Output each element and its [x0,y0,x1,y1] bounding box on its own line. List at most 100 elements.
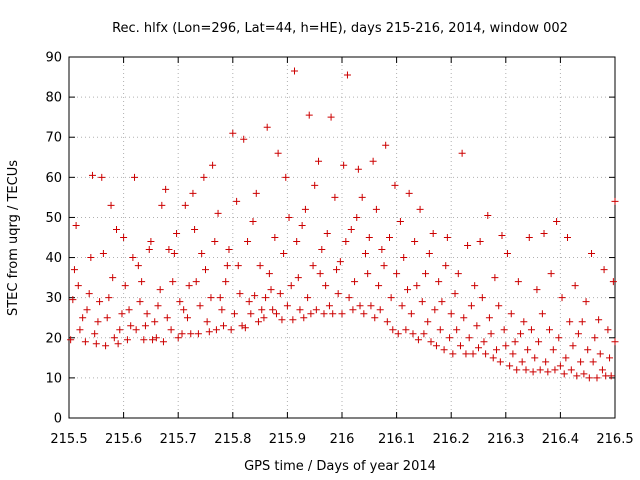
data-point-marker [478,294,486,302]
data-point-marker [162,185,170,193]
data-point-marker [402,326,410,334]
data-point-marker [604,326,612,334]
x-tick-label: 216.5 [596,432,633,447]
data-point-marker [159,338,167,346]
data-point-marker [542,358,550,366]
data-point-marker [263,123,271,131]
data-point-marker [556,362,564,370]
data-point-marker [202,266,209,274]
data-point-marker [170,250,178,258]
data-point-marker [214,209,222,217]
data-point-marker [427,338,435,346]
data-point-marker [436,326,444,334]
data-point-marker [432,342,440,350]
data-point-marker [315,157,323,165]
data-point-marker [413,282,421,290]
data-point-marker [347,225,355,233]
data-point-marker [382,141,390,149]
data-point-marker [574,330,582,338]
data-point-marker [518,358,526,366]
data-point-marker [223,262,231,270]
data-point-marker [529,368,537,376]
data-point-marker [265,270,273,278]
data-point-marker [88,171,96,179]
data-point-marker [165,246,173,254]
data-point-marker [360,310,368,318]
data-point-marker [422,270,430,278]
data-point-marker [245,298,253,306]
data-point-marker [498,231,506,239]
data-point-marker [325,302,333,310]
data-point-marker [200,173,208,181]
data-point-marker [300,314,308,322]
data-point-marker [327,113,335,121]
data-point-marker [207,294,215,302]
data-point-marker [320,310,328,318]
data-point-marker [147,238,155,246]
data-point-marker [393,270,401,278]
data-point-marker [547,270,555,278]
data-point-marker [272,310,280,318]
data-point-marker [225,246,233,254]
y-tick-label: 30 [45,291,62,306]
data-point-marker [443,234,451,241]
data-point-marker [322,282,330,290]
data-point-marker [582,298,590,306]
data-point-marker [416,205,424,213]
data-point-marker [121,282,129,290]
axis-ticks: 0 10 20 30 40 50 60 70 80 90 215.5 215.6 215.7 215.8 2… [45,51,633,448]
y-tick-label: 20 [45,331,62,346]
y-tick-label: 90 [45,51,62,66]
data-point-marker [92,340,100,348]
data-point-marker [141,322,149,330]
x-tick-label: 216.3 [487,432,524,447]
data-point-marker [573,372,581,380]
data-point-marker [244,238,252,246]
data-point-marker [405,189,413,197]
data-point-marker [98,173,106,181]
data-point-marker [91,330,99,338]
data-point-marker [462,350,470,358]
data-point-marker [351,278,359,286]
data-point-marker [549,346,557,354]
data-point-marker [293,238,301,246]
data-point-marker [276,290,284,298]
data-point-marker [120,234,128,241]
data-point-marker [500,326,508,334]
data-point-marker [269,306,277,314]
data-point-marker [469,350,477,358]
data-point-marker [356,302,364,310]
data-point-marker [607,372,615,380]
data-point-marker [522,366,530,374]
data-point-marker [316,270,324,278]
data-point-marker [511,338,519,346]
data-point-marker [312,306,320,314]
data-point-marker [538,310,546,318]
data-point-marker [218,306,226,314]
x-tick-label: 215.5 [50,432,87,447]
data-point-marker [114,340,122,348]
data-point-marker [517,330,525,338]
data-point-marker [425,250,433,258]
data-point-marker [588,250,596,258]
data-point-marker [431,306,439,314]
data-point-marker [283,302,291,310]
x-tick-label: 216.1 [378,432,415,447]
data-point-marker [544,368,552,376]
data-point-marker [156,286,164,294]
data-point-marker [67,336,75,344]
data-point-marker [496,358,504,366]
data-point-marker [467,302,475,310]
data-point-marker [116,326,124,334]
data-point-marker [143,310,151,318]
data-point-marker [198,250,206,258]
data-point-marker [577,358,585,366]
data-point-marker [418,298,426,306]
data-point-marker [222,278,230,286]
data-point-marker [194,330,202,338]
y-tick-label: 80 [45,91,62,106]
data-point-marker [454,270,462,278]
data-point-marker [191,225,199,233]
data-point-marker [236,290,244,298]
chart-title: Rec. hlfx (Lon=296, Lat=44, h=HE), days … [112,21,568,36]
